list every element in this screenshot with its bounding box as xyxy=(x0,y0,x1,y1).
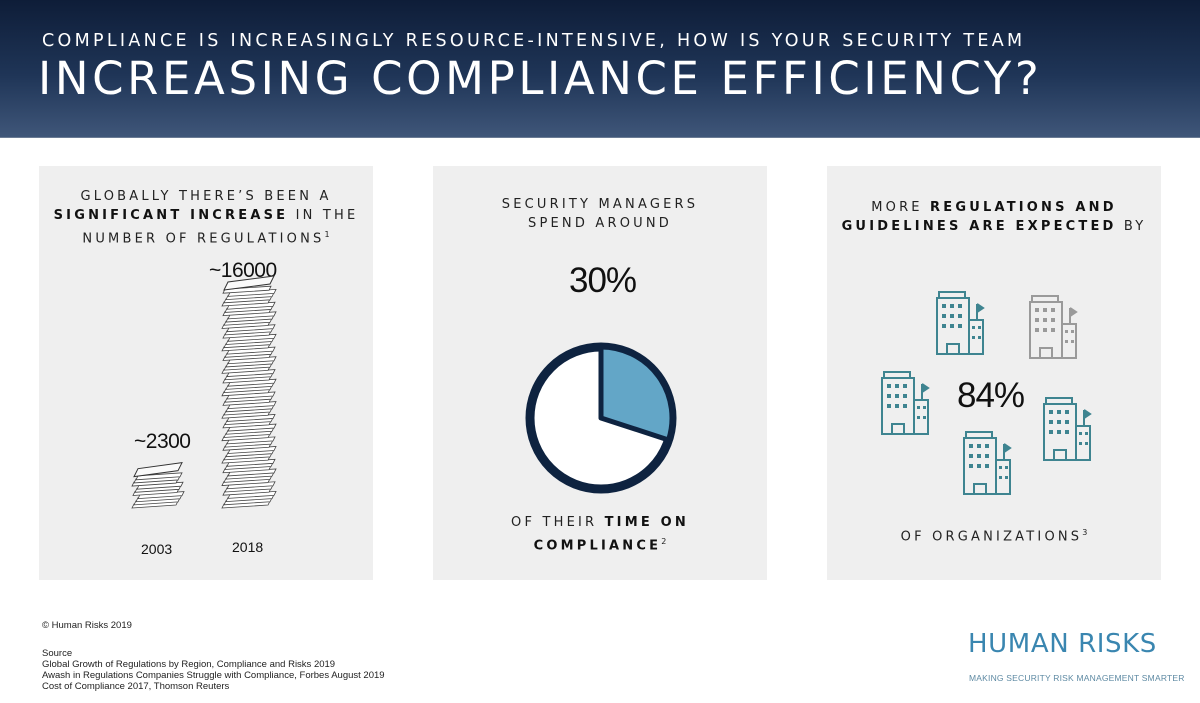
org-percentage: 84% xyxy=(957,376,1025,415)
time-pie-chart xyxy=(525,342,677,494)
header-banner: COMPLIANCE IS INCREASINGLY RESOURCE-INTE… xyxy=(0,0,1200,138)
org-caption-line2-rest: BY xyxy=(1116,219,1147,234)
logo-wordmark: HUMAN RISKS xyxy=(968,629,1157,659)
time-caption-bottom: OF THEIR TIME ON COMPLIANCE2 xyxy=(433,513,767,555)
regulations-caption-line2-rest: IN THE xyxy=(288,208,359,223)
time-caption-line1: SECURITY MANAGERS xyxy=(501,197,699,212)
regulations-caption-line2: SIGNIFICANT INCREASE IN THE xyxy=(39,206,373,225)
paper-stack-illustration xyxy=(131,275,277,509)
year-label-2003: 2003 xyxy=(141,541,173,557)
org-caption-line3: OF ORGANIZATIONS3 xyxy=(827,523,1161,546)
regulations-panel: GLOBALLY THERE’S BEEN A SIGNIFICANT INCR… xyxy=(39,166,373,580)
value-label-2018: ~16000 xyxy=(209,259,277,282)
org-caption-line1: MORE REGULATIONS AND xyxy=(827,198,1161,217)
logo-tagline: MAKING SECURITY RISK MANAGEMENT SMARTER xyxy=(969,673,1185,683)
header-subtitle: COMPLIANCE IS INCREASINGLY RESOURCE-INTE… xyxy=(42,31,1026,51)
copyright-text: © Human Risks 2019 xyxy=(42,620,132,631)
time-caption-emphasis-2: COMPLIANCE xyxy=(533,538,662,554)
org-caption-line3-text: OF ORGANIZATIONS xyxy=(900,529,1083,545)
pie-slice-compliance xyxy=(598,344,675,443)
source-item-2: Awash in Regulations Companies Struggle … xyxy=(42,670,385,681)
org-caption-line2: GUIDELINES ARE EXPECTED BY xyxy=(827,217,1161,236)
value-label-2003: ~2300 xyxy=(134,430,191,453)
footnote-marker-2: 2 xyxy=(661,537,667,546)
building-icon xyxy=(936,291,985,355)
organizations-panel: MORE REGULATIONS AND GUIDELINES ARE EXPE… xyxy=(827,166,1161,580)
time-spent-panel: SECURITY MANAGERS SPEND AROUND 30% OF TH… xyxy=(433,166,767,580)
regulations-caption-line1: GLOBALLY THERE’S BEEN A xyxy=(80,189,332,204)
time-caption-line4: COMPLIANCE2 xyxy=(433,532,767,555)
year-label-2018: 2018 xyxy=(232,539,264,555)
paper-stack-2018 xyxy=(221,275,277,509)
building-icon xyxy=(1043,397,1092,461)
building-icon xyxy=(1029,295,1078,359)
org-caption-line1-text: MORE xyxy=(871,200,931,215)
time-caption-line3-text: OF THEIR xyxy=(511,515,605,530)
footnote-marker-3: 3 xyxy=(1082,528,1088,537)
regulations-caption-emphasis: SIGNIFICANT INCREASE xyxy=(53,208,289,223)
org-caption-top: MORE REGULATIONS AND GUIDELINES ARE EXPE… xyxy=(827,198,1161,236)
buildings-illustration xyxy=(881,291,1092,495)
footnote-marker-1: 1 xyxy=(324,230,330,239)
building-icon xyxy=(881,371,930,435)
org-caption-bottom: OF ORGANIZATIONS3 xyxy=(827,523,1161,546)
time-caption-line2: SPEND AROUND xyxy=(528,216,672,231)
regulations-caption-line3-text: NUMBER OF REGULATIONS xyxy=(82,231,325,247)
time-caption-line3: OF THEIR TIME ON xyxy=(433,513,767,532)
time-caption-emphasis: TIME ON xyxy=(604,515,689,530)
source-heading: Source xyxy=(42,648,73,659)
time-caption-top: SECURITY MANAGERS SPEND AROUND xyxy=(433,195,767,233)
source-item-3: Cost of Compliance 2017, Thomson Reuters xyxy=(42,681,230,692)
source-item-1: Global Growth of Regulations by Region, … xyxy=(42,659,336,670)
paper-stack-2003 xyxy=(131,462,185,509)
regulations-caption: GLOBALLY THERE’S BEEN A SIGNIFICANT INCR… xyxy=(39,187,373,248)
time-percentage: 30% xyxy=(569,261,637,300)
building-icon xyxy=(963,431,1012,495)
org-caption-emphasis-2: GUIDELINES ARE EXPECTED xyxy=(841,219,1117,234)
org-caption-emphasis: REGULATIONS AND xyxy=(930,200,1117,215)
regulations-caption-line3: NUMBER OF REGULATIONS1 xyxy=(39,225,373,248)
header-title: INCREASING COMPLIANCE EFFICIENCY? xyxy=(38,52,1043,105)
